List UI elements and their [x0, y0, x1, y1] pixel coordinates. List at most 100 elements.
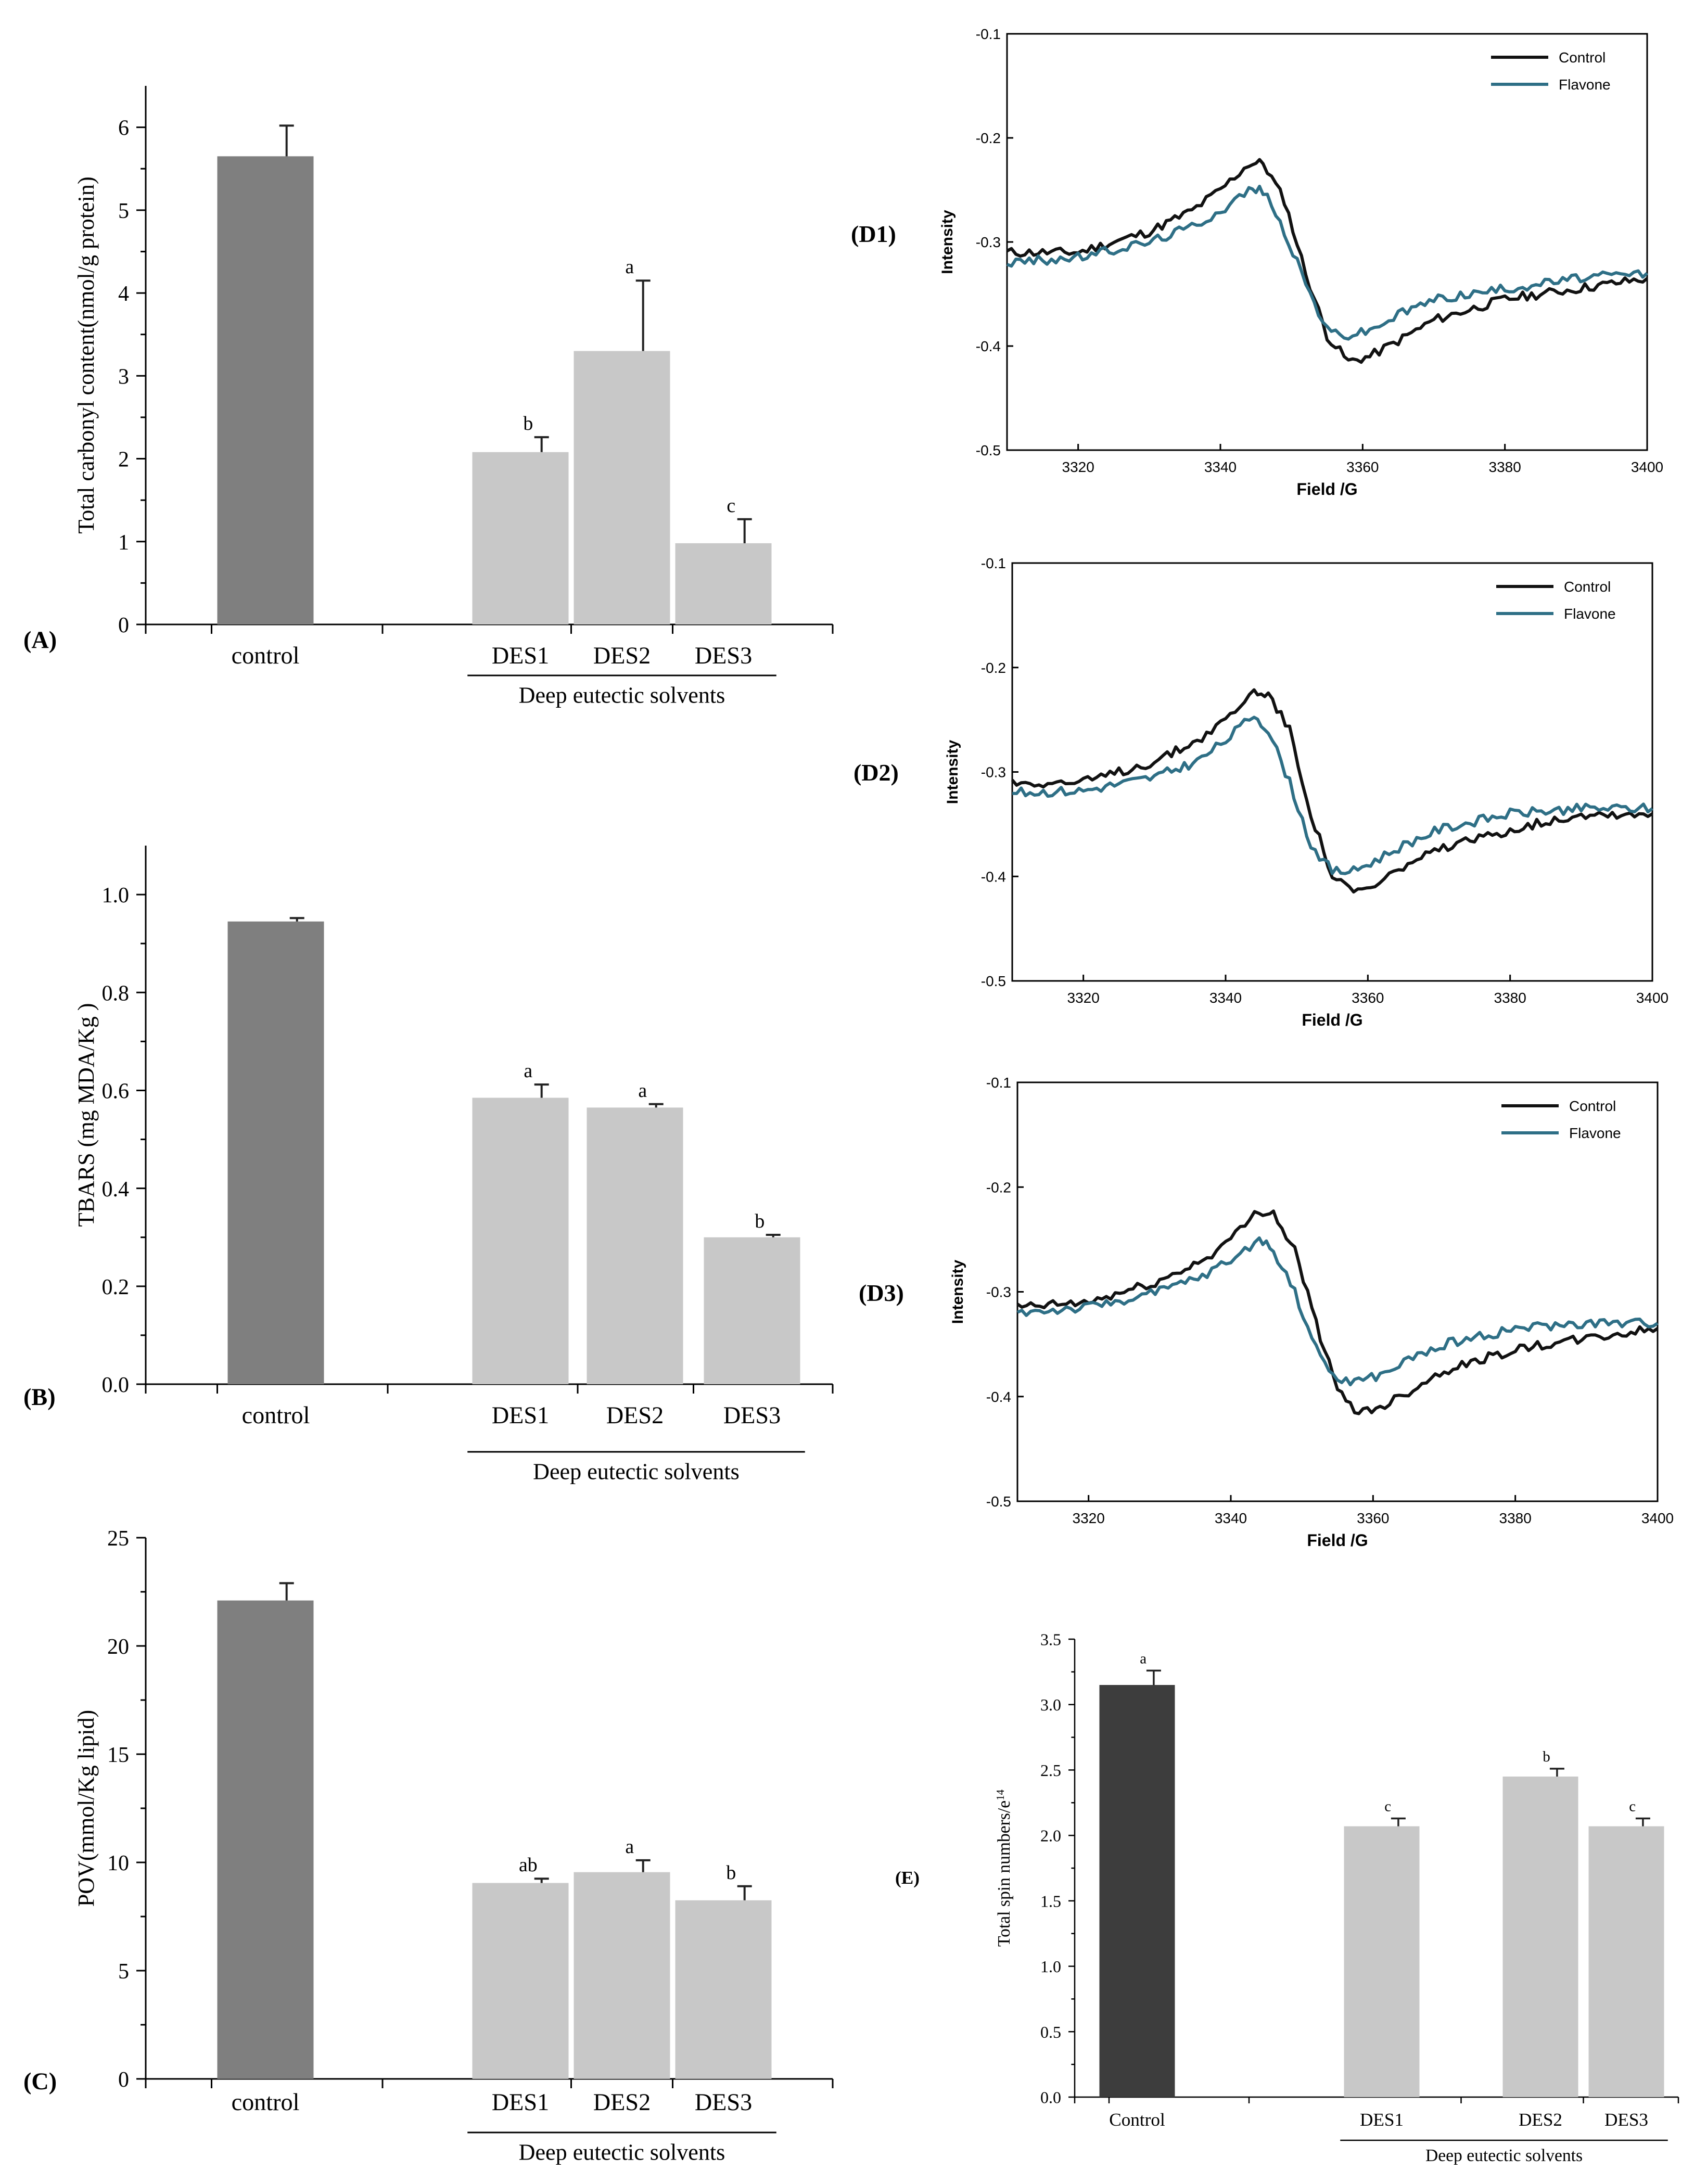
x-tick-label: 3380	[1499, 1510, 1532, 1526]
significance-letter: b	[523, 413, 533, 435]
y-tick-label: 0.2	[102, 1275, 130, 1299]
y-tick-label: 1	[118, 531, 129, 555]
y-tick-label: 6	[118, 117, 129, 141]
y-tick-label: -0.1	[986, 1075, 1011, 1091]
significance-letter: c	[727, 495, 735, 517]
legend-label: Flavone	[1569, 1125, 1621, 1141]
significance-letter: ab	[519, 1854, 538, 1876]
x-category-label: Control	[1109, 2110, 1165, 2130]
x-tick-label: 3360	[1357, 1510, 1389, 1526]
bar-des3	[675, 543, 772, 624]
y-tick-label: 0.0	[102, 1373, 130, 1397]
y-axis-label: TBARS (mg MDA/Kg )	[73, 1003, 99, 1227]
x-tick-label: 3380	[1494, 990, 1526, 1006]
group-label: Deep eutectic solvents	[1425, 2146, 1583, 2165]
x-axis-label: Field /G	[1307, 1531, 1368, 1550]
legend-label: Control	[1559, 49, 1606, 66]
x-tick-label: 3360	[1346, 459, 1379, 475]
y-tick-label: -0.3	[976, 234, 1001, 250]
x-category-label: DES1	[1360, 2110, 1404, 2130]
y-tick-label: 0.8	[102, 981, 130, 1005]
x-tick-label: 3320	[1062, 459, 1094, 475]
y-tick-label: -0.5	[976, 442, 1001, 458]
y-tick-label: -0.5	[986, 1493, 1011, 1510]
significance-letter: a	[524, 1060, 532, 1082]
bar-des2	[574, 1872, 670, 2079]
significance-letter: b	[1543, 1748, 1550, 1765]
y-tick-label: 3.5	[1040, 1630, 1061, 1649]
y-axis-label: Intensity	[949, 1260, 966, 1324]
panel-label: (A)	[23, 627, 57, 653]
panel-b-tbars-chart: 0.0 0.2 0.4 0.6 0.8 1.0 control a DES1 a DES2 b DES3…	[23, 846, 834, 1485]
y-tick-label: -0.3	[986, 1284, 1011, 1300]
y-tick-label: 0.4	[102, 1178, 130, 1202]
y-tick-label: -0.2	[981, 660, 1006, 676]
group-label: Deep eutectic solvents	[533, 1459, 740, 1485]
bar-des1	[1344, 1826, 1420, 2097]
legend-label: Flavone	[1559, 76, 1611, 93]
series-line-control	[1006, 158, 1648, 364]
y-tick-label: 0.5	[1040, 2023, 1061, 2041]
y-tick-label: 2.5	[1040, 1761, 1061, 1780]
y-tick-label: 3	[118, 365, 129, 389]
y-tick-label: 1.0	[102, 884, 130, 908]
x-tick-label: 3340	[1209, 990, 1242, 1006]
bar-des3	[704, 1237, 800, 1384]
y-tick-label: 1.5	[1040, 1892, 1061, 1910]
x-tick-label: 3360	[1352, 990, 1384, 1006]
bar-des3	[1588, 1826, 1664, 2097]
x-category-label: DES2	[593, 2089, 651, 2115]
y-tick-label: 2.0	[1040, 1827, 1061, 1845]
y-tick-label: -0.4	[976, 338, 1001, 354]
legend-label: Flavone	[1564, 606, 1616, 622]
panel-label: (E)	[895, 1868, 920, 1888]
y-axis-label: POV(mmol/Kg lipid)	[73, 1710, 99, 1907]
bar-des3	[675, 1900, 772, 2079]
y-tick-label: 0.6	[102, 1080, 130, 1104]
y-tick-label: -0.2	[976, 130, 1001, 146]
x-category-label: DES3	[695, 642, 752, 669]
series-line-flavone	[1012, 716, 1653, 875]
panel-label: (D3)	[859, 1280, 904, 1306]
x-category-label: control	[242, 1402, 310, 1428]
panel-label: (C)	[23, 2068, 57, 2094]
bar-des2	[1502, 1777, 1578, 2097]
x-axis-label: Field /G	[1302, 1011, 1362, 1029]
y-tick-label: -0.1	[981, 555, 1006, 571]
y-axis-label: Intensity	[944, 740, 961, 804]
y-tick-label: 3.0	[1040, 1695, 1061, 1714]
bar-des1	[472, 1097, 569, 1384]
x-category-label: DES2	[606, 1402, 664, 1428]
y-tick-label: 10	[107, 1851, 129, 1875]
x-tick-label: 3320	[1067, 990, 1100, 1006]
y-tick-label: 0.0	[1040, 2088, 1061, 2107]
panel-label: (B)	[23, 1384, 56, 1410]
series-line-flavone	[1006, 185, 1648, 341]
panel-d1-epr-chart: -0.1 -0.2 -0.3 -0.4 -0.5 3320 3340 3360 3380 3400…	[851, 26, 1663, 499]
y-tick-label: 25	[107, 1527, 129, 1551]
panel-d3-epr-chart: -0.1 -0.2 -0.3 -0.4 -0.5 3320 3340 3360 3380 3400…	[859, 1075, 1674, 1550]
y-axis-label: Total spin numbers/e14	[995, 1789, 1014, 1947]
significance-letter: c	[1629, 1798, 1636, 1815]
bar-des2	[574, 351, 670, 624]
x-category-label: control	[232, 642, 300, 669]
bar-des1	[472, 452, 569, 624]
bar-des2	[587, 1107, 683, 1384]
plot-frame	[1006, 33, 1648, 451]
plot-frame	[1016, 1081, 1659, 1502]
bar-control	[1099, 1685, 1175, 2097]
significance-letter: a	[625, 256, 634, 278]
y-axis-label-superscript: 14	[995, 1789, 1007, 1800]
significance-letter: a	[1140, 1650, 1147, 1667]
y-tick-label: -0.4	[981, 869, 1006, 885]
x-category-label: control	[232, 2089, 300, 2115]
panel-c-pov-chart: 0 5 10 15 20 25 control ab DES1 a DES2 b DES3 Deep eu…	[23, 1527, 834, 2165]
y-tick-label: 5	[118, 1960, 129, 1984]
x-category-label: DES1	[492, 1402, 549, 1428]
bar-des1	[472, 1883, 569, 2079]
x-tick-label: 3400	[1631, 459, 1663, 475]
series-line-control	[1011, 688, 1653, 894]
panel-d2-epr-chart: -0.1 -0.2 -0.3 -0.4 -0.5 3320 3340 3360 3380 3400…	[853, 555, 1668, 1029]
group-label: Deep eutectic solvents	[519, 683, 725, 708]
